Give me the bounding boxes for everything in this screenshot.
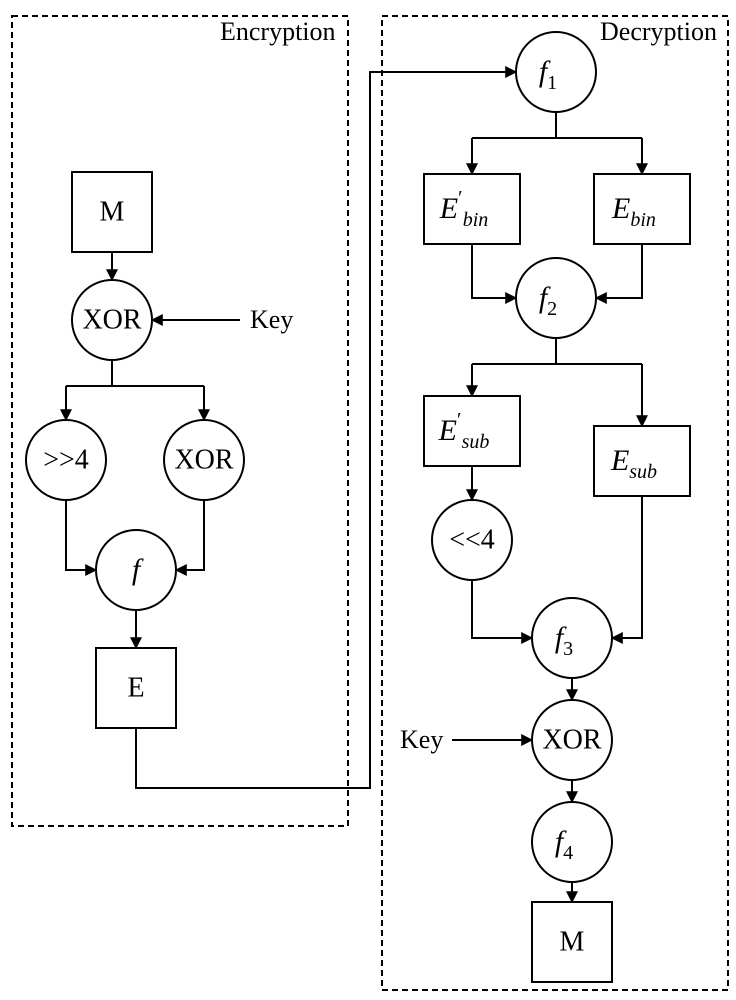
edge [66,500,96,570]
svg-text:M: M [100,196,125,227]
edge [472,580,532,638]
svg-text:XOR: XOR [174,444,233,475]
enc-key-label: Key [250,305,293,334]
svg-text:XOR: XOR [542,724,601,755]
svg-text:>>4: >>4 [43,444,89,475]
svg-text:<<4: <<4 [449,524,495,555]
edge [472,244,516,298]
panel-label: Decryption [600,17,717,46]
edge [612,496,642,638]
dec-key-label: Key [400,725,443,754]
edge [176,500,204,570]
svg-text:XOR: XOR [82,304,141,335]
panel-label: Encryption [220,17,336,46]
svg-text:E: E [127,672,144,703]
svg-text:M: M [560,926,585,957]
edge [596,244,642,298]
